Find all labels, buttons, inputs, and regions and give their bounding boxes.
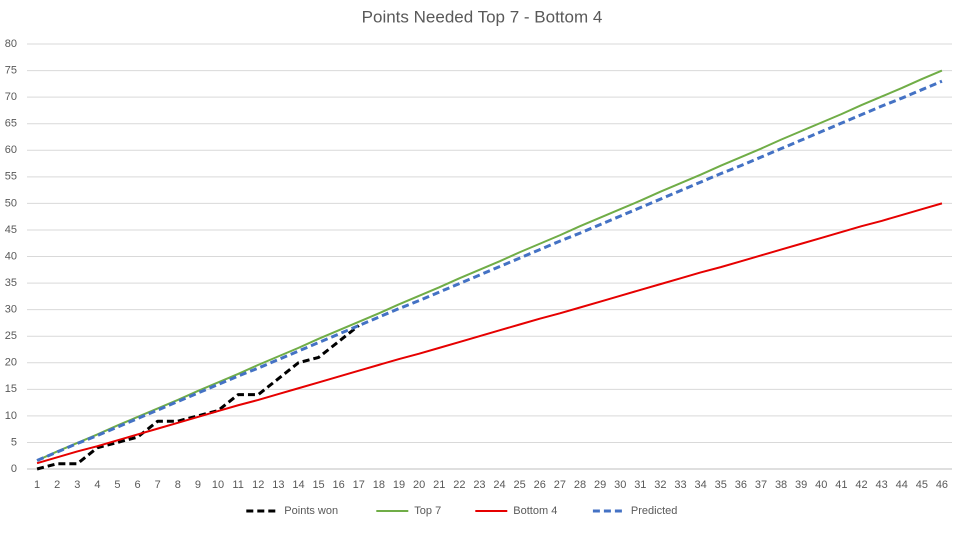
series-line bbox=[36, 324, 360, 471]
x-tick-label: 4 bbox=[94, 479, 100, 491]
x-tick-label: 20 bbox=[413, 479, 425, 491]
x-tick-label: 43 bbox=[875, 479, 887, 491]
x-tick-label: 17 bbox=[353, 479, 365, 491]
x-tick-label: 14 bbox=[292, 479, 304, 491]
y-tick-label: 30 bbox=[5, 304, 17, 316]
x-tick-label: 11 bbox=[232, 479, 243, 491]
legend-label: Bottom 4 bbox=[513, 505, 557, 517]
x-tick-label: 39 bbox=[795, 479, 807, 491]
x-tick-label: 35 bbox=[715, 479, 727, 491]
x-tick-label: 37 bbox=[755, 479, 767, 491]
y-tick-label: 60 bbox=[5, 144, 17, 156]
y-tick-label: 50 bbox=[5, 197, 17, 209]
x-tick-label: 25 bbox=[514, 479, 526, 491]
x-tick-label: 21 bbox=[433, 479, 445, 491]
x-tick-label: 2 bbox=[54, 479, 60, 491]
y-tick-label: 0 bbox=[11, 463, 17, 475]
x-tick-label: 19 bbox=[393, 479, 405, 491]
y-tick-label: 65 bbox=[5, 118, 17, 130]
y-tick-label: 45 bbox=[5, 224, 17, 236]
x-tick-label: 40 bbox=[815, 479, 827, 491]
x-tick-label: 7 bbox=[155, 479, 161, 491]
x-tick-label: 9 bbox=[195, 479, 201, 491]
x-tick-label: 32 bbox=[654, 479, 666, 491]
x-tick-label: 46 bbox=[936, 479, 948, 491]
x-tick-label: 13 bbox=[272, 479, 284, 491]
x-tick-label: 10 bbox=[212, 479, 224, 491]
x-tick-label: 33 bbox=[674, 479, 686, 491]
series-line bbox=[36, 69, 943, 462]
x-tick-label: 18 bbox=[373, 479, 385, 491]
y-tick-label: 80 bbox=[5, 38, 17, 50]
y-tick-label: 75 bbox=[5, 64, 17, 76]
x-tick-label: 6 bbox=[135, 479, 141, 491]
y-tick-label: 5 bbox=[11, 436, 17, 448]
x-tick-label: 44 bbox=[896, 479, 908, 491]
x-tick-label: 28 bbox=[574, 479, 586, 491]
x-tick-label: 41 bbox=[835, 479, 847, 491]
x-tick-label: 1 bbox=[34, 479, 40, 491]
x-tick-label: 42 bbox=[855, 479, 867, 491]
x-tick-label: 30 bbox=[614, 479, 626, 491]
legend-label: Predicted bbox=[631, 505, 677, 517]
x-tick-label: 15 bbox=[312, 479, 324, 491]
x-tick-label: 29 bbox=[594, 479, 606, 491]
y-tick-label: 10 bbox=[5, 410, 17, 422]
x-tick-label: 24 bbox=[493, 479, 505, 491]
y-tick-label: 55 bbox=[5, 171, 17, 183]
x-tick-label: 45 bbox=[916, 479, 928, 491]
y-tick-label: 15 bbox=[5, 383, 17, 395]
x-tick-label: 23 bbox=[473, 479, 485, 491]
x-tick-label: 27 bbox=[554, 479, 566, 491]
x-tick-label: 38 bbox=[775, 479, 787, 491]
y-tick-label: 70 bbox=[5, 91, 17, 103]
y-tick-label: 20 bbox=[5, 357, 17, 369]
y-tick-label: 25 bbox=[5, 330, 17, 342]
x-tick-label: 8 bbox=[175, 479, 181, 491]
series-line bbox=[36, 79, 943, 462]
legend-label: Top 7 bbox=[414, 505, 441, 517]
x-tick-label: 34 bbox=[695, 479, 707, 491]
x-tick-label: 26 bbox=[534, 479, 546, 491]
x-tick-label: 3 bbox=[74, 479, 80, 491]
series-line bbox=[36, 202, 943, 465]
y-tick-label: 40 bbox=[5, 250, 17, 262]
chart-title: Points Needed Top 7 - Bottom 4 bbox=[362, 7, 603, 26]
legend-label: Points won bbox=[284, 505, 338, 517]
x-tick-label: 12 bbox=[252, 479, 264, 491]
y-tick-label: 35 bbox=[5, 277, 17, 289]
x-tick-label: 16 bbox=[333, 479, 345, 491]
x-tick-label: 5 bbox=[114, 479, 120, 491]
x-tick-label: 36 bbox=[735, 479, 747, 491]
x-tick-label: 31 bbox=[634, 479, 646, 491]
x-tick-label: 22 bbox=[453, 479, 465, 491]
